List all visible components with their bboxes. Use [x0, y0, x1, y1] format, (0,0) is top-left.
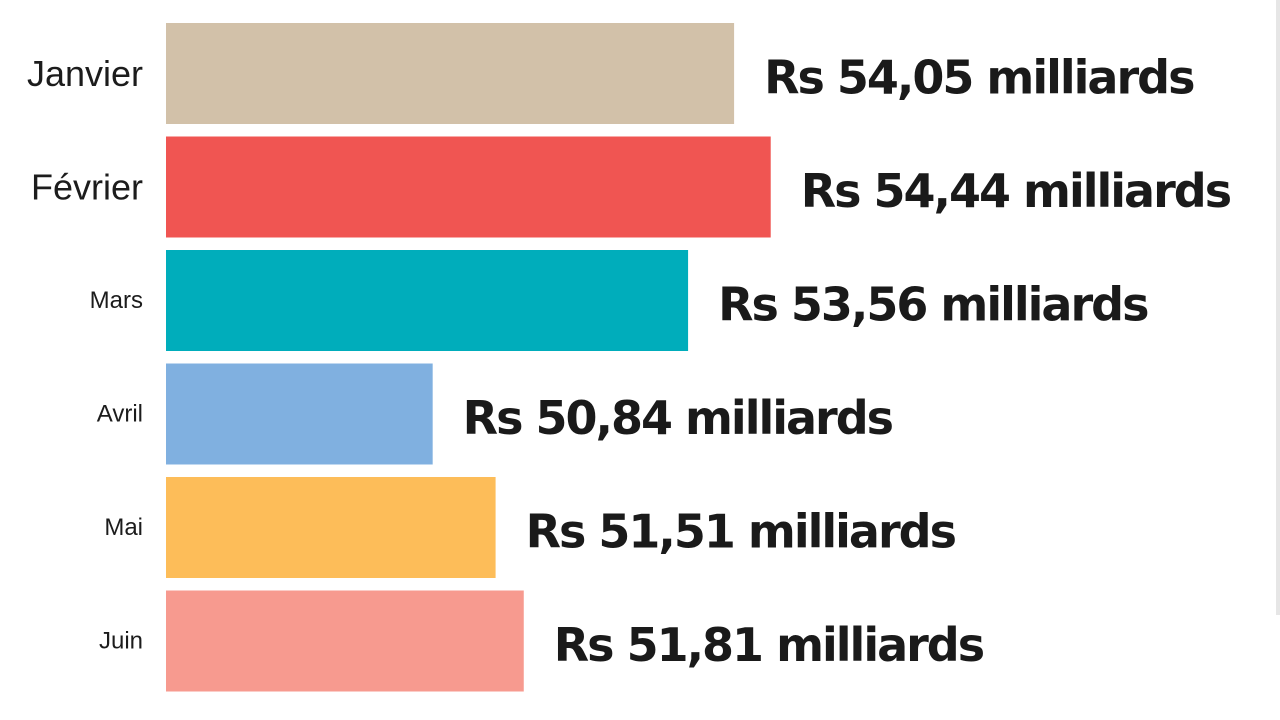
bar-fevrier [166, 136, 771, 238]
category-label-janvier: Janvier [27, 53, 143, 94]
bar-mai [166, 477, 496, 578]
right-edge-divider [1276, 0, 1280, 615]
bar-juin [166, 590, 524, 692]
value-label-juin: Rs 51,81 milliards [554, 618, 984, 672]
category-label-juin: Juin [99, 628, 143, 655]
category-label-fevrier: Février [31, 167, 143, 208]
bar-avril [166, 363, 433, 465]
value-label-fevrier: Rs 54,44 milliards [801, 164, 1231, 218]
value-label-avril: Rs 50,84 milliards [463, 391, 893, 445]
category-label-avril: Avril [97, 401, 143, 428]
category-label-mai: Mai [104, 514, 143, 541]
bar-mars [166, 250, 689, 351]
category-label-mars: Mars [90, 287, 143, 314]
value-label-janvier: Rs 54,05 milliards [764, 51, 1194, 105]
value-label-mars: Rs 53,56 milliards [718, 278, 1148, 332]
bar-janvier [166, 23, 735, 124]
value-label-mai: Rs 51,51 milliards [526, 505, 956, 559]
